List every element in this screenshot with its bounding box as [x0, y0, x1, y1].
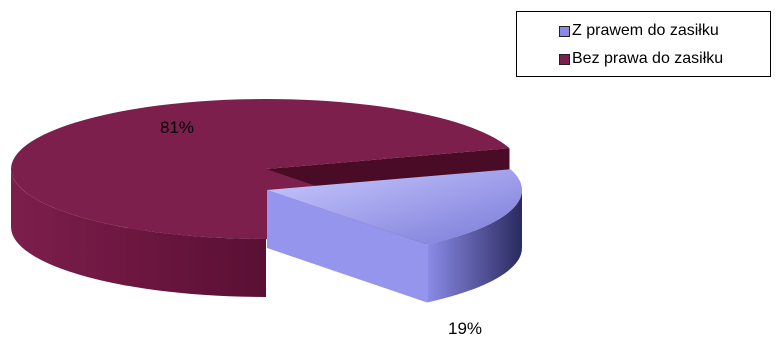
slice-1-top: [11, 99, 510, 240]
slice-1-side-wall: [11, 169, 266, 297]
legend-label-1: Bez prawa do zasiłku: [572, 50, 724, 67]
legend-swatch-0: [559, 25, 570, 37]
slice-0-front-wall: [267, 190, 428, 303]
legend-label-0: Z prawem do zasiłku: [572, 22, 719, 39]
legend-swatch-1: [559, 53, 570, 65]
legend-item-0: Z prawem do zasiłku: [559, 22, 719, 40]
legend: Z prawem do zasiłku Bez prawa do zasiłku: [516, 11, 771, 77]
legend-item-1: Bez prawa do zasiłku: [559, 50, 723, 68]
data-label-slice-1: 81%: [160, 118, 194, 137]
slice-0-top: [267, 169, 523, 245]
slice-0-side-wall: [427, 190, 523, 303]
data-label-slice-0: 19%: [448, 319, 482, 337]
